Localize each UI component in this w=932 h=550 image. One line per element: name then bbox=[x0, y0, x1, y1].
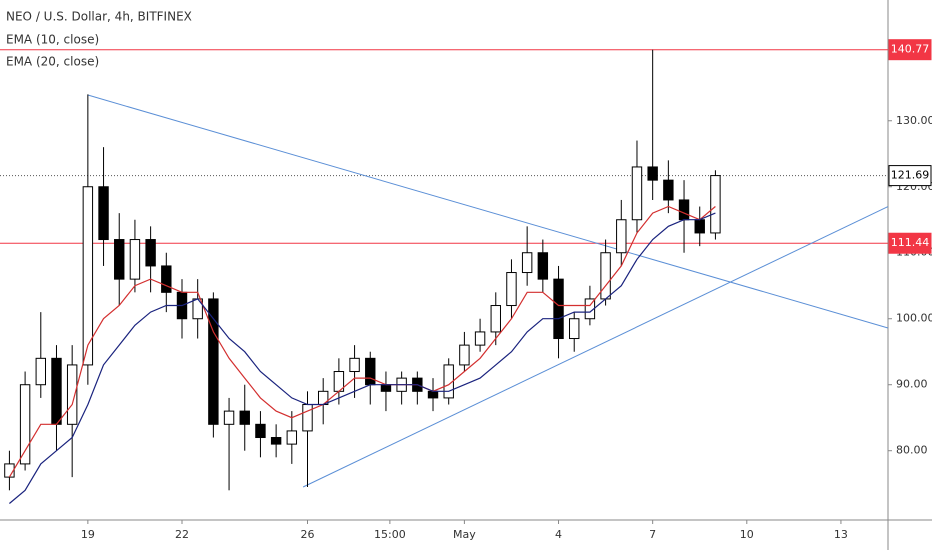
x-tick-label: 26 bbox=[301, 528, 315, 541]
candle-body bbox=[19, 384, 31, 465]
y-tick-label: 130.00 bbox=[896, 114, 932, 127]
candle-body bbox=[474, 331, 486, 346]
price-label-box bbox=[888, 39, 932, 61]
price-label: 140.77 bbox=[891, 43, 930, 56]
candle-body bbox=[145, 239, 156, 267]
y-tick-label: 100.00 bbox=[896, 312, 932, 325]
x-tick-label: 4 bbox=[555, 528, 562, 541]
candle-body bbox=[255, 423, 266, 439]
ema-line bbox=[9, 212, 716, 504]
candle-body bbox=[66, 364, 78, 425]
x-tick-label: 19 bbox=[81, 528, 95, 541]
trendline bbox=[87, 94, 889, 329]
price-label-box bbox=[888, 232, 932, 254]
candle-body bbox=[51, 357, 62, 425]
x-tick-label: May bbox=[453, 528, 476, 541]
chart-title: NEO / U.S. Dollar, 4h, BITFINEX bbox=[6, 10, 192, 24]
x-tick-label: 10 bbox=[740, 528, 754, 541]
x-tick-label: 22 bbox=[175, 528, 189, 541]
candle-body bbox=[521, 252, 533, 274]
candle-body bbox=[286, 430, 298, 445]
candle-body bbox=[302, 404, 313, 432]
ema-line bbox=[8, 205, 716, 478]
candle-body bbox=[663, 179, 674, 201]
candle-body bbox=[365, 357, 376, 386]
candle-body bbox=[569, 318, 580, 340]
candle-body bbox=[239, 410, 250, 425]
candle-body bbox=[616, 219, 627, 254]
legend-entry: EMA (10, close) bbox=[6, 33, 99, 47]
candle-body bbox=[223, 410, 235, 425]
price-label: 121.69 bbox=[891, 169, 930, 182]
candle-body bbox=[678, 199, 690, 221]
x-tick-label: 15:00 bbox=[374, 528, 406, 541]
candle-body bbox=[553, 278, 564, 340]
candle-body bbox=[710, 175, 721, 234]
price-label: 111.44 bbox=[891, 236, 930, 249]
trendline bbox=[302, 206, 889, 488]
candle-body bbox=[349, 357, 360, 373]
candle-body bbox=[490, 305, 501, 333]
candle-body bbox=[82, 186, 94, 366]
candle-body bbox=[459, 344, 470, 366]
candle-body bbox=[114, 239, 125, 280]
price-label-box bbox=[888, 165, 932, 187]
y-tick-label: 90.00 bbox=[896, 378, 928, 391]
candle-body bbox=[647, 166, 658, 181]
candle-body bbox=[631, 166, 643, 221]
candle-body bbox=[694, 219, 705, 234]
candle-body bbox=[600, 252, 611, 300]
candle-body bbox=[270, 437, 282, 445]
candle-body bbox=[35, 357, 46, 386]
candle-body bbox=[537, 252, 549, 280]
candle-body bbox=[161, 265, 172, 293]
y-tick-label: 80.00 bbox=[896, 444, 928, 457]
candle-body bbox=[427, 390, 439, 399]
legend-entry: EMA (20, close) bbox=[6, 55, 99, 69]
candle-body bbox=[506, 272, 517, 307]
candle-body bbox=[129, 239, 141, 280]
x-tick-label: 13 bbox=[834, 528, 848, 541]
x-tick-label: 7 bbox=[649, 528, 656, 541]
candle-body bbox=[380, 384, 392, 392]
candle-body bbox=[208, 298, 219, 425]
candle-body bbox=[98, 186, 109, 241]
